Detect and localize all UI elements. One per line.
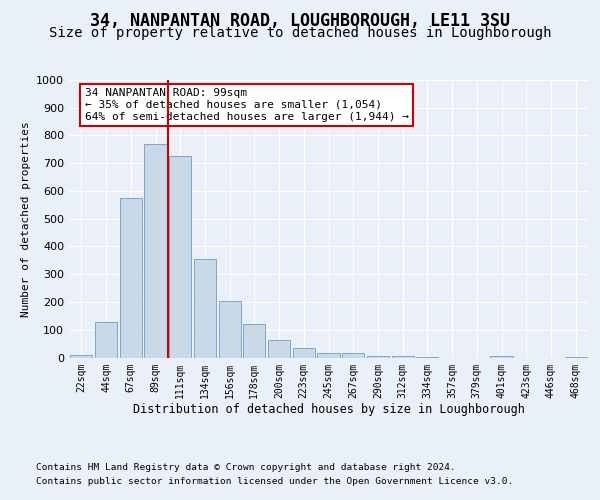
Bar: [268, 340, 290, 357]
Text: 34 NANPANTAN ROAD: 99sqm
← 35% of detached houses are smaller (1,054)
64% of sem: 34 NANPANTAN ROAD: 99sqm ← 35% of detach…: [85, 88, 409, 122]
Bar: [95, 322, 117, 358]
Bar: [169, 156, 191, 358]
Bar: [218, 300, 241, 358]
Text: Distribution of detached houses by size in Loughborough: Distribution of detached houses by size …: [133, 402, 525, 415]
Bar: [490, 356, 512, 358]
Y-axis label: Number of detached properties: Number of detached properties: [20, 121, 31, 316]
Bar: [416, 356, 439, 358]
Text: Size of property relative to detached houses in Loughborough: Size of property relative to detached ho…: [49, 26, 551, 40]
Bar: [565, 357, 587, 358]
Bar: [194, 259, 216, 358]
Bar: [392, 356, 414, 358]
Text: 34, NANPANTAN ROAD, LOUGHBOROUGH, LE11 3SU: 34, NANPANTAN ROAD, LOUGHBOROUGH, LE11 3…: [90, 12, 510, 30]
Bar: [293, 348, 315, 358]
Bar: [367, 356, 389, 358]
Bar: [317, 354, 340, 358]
Bar: [119, 198, 142, 358]
Bar: [145, 144, 167, 358]
Bar: [70, 354, 92, 358]
Bar: [342, 354, 364, 358]
Bar: [243, 324, 265, 358]
Text: Contains public sector information licensed under the Open Government Licence v3: Contains public sector information licen…: [36, 478, 513, 486]
Text: Contains HM Land Registry data © Crown copyright and database right 2024.: Contains HM Land Registry data © Crown c…: [36, 462, 456, 471]
